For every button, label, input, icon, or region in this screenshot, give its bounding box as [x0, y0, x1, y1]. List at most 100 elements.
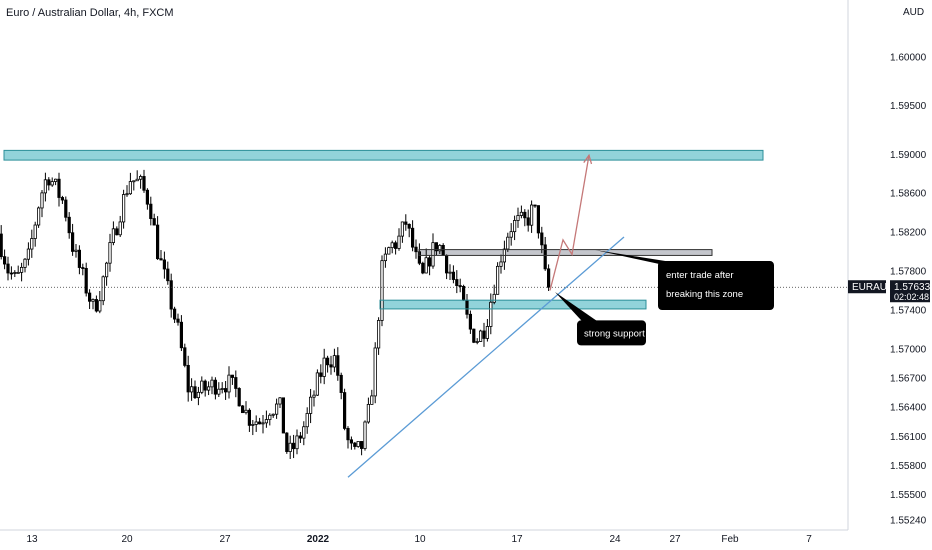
- candle: [247, 408, 251, 432]
- candle: [176, 313, 180, 326]
- candle: [166, 261, 170, 285]
- breakout-zone[interactable]: [419, 249, 712, 256]
- candle: [88, 289, 92, 309]
- price-tick-label: 1.55800: [890, 461, 927, 472]
- candle: [468, 310, 473, 334]
- candle: [0, 225, 3, 260]
- candle: [261, 415, 265, 434]
- candle: [240, 405, 245, 414]
- candle: [421, 261, 425, 275]
- candle: [451, 265, 456, 284]
- price-tick-label: 1.57800: [890, 266, 927, 277]
- candle: [254, 415, 258, 432]
- candle: [91, 298, 95, 310]
- candle: [251, 419, 255, 436]
- candle: [519, 205, 524, 219]
- zone-outlines-layer: [3, 149, 764, 310]
- candle: [506, 232, 510, 252]
- time-tick-label: 27: [219, 534, 231, 545]
- candle: [122, 189, 126, 229]
- candle: [387, 246, 391, 255]
- candle: [125, 185, 129, 197]
- candle: [424, 248, 428, 274]
- candle: [189, 378, 194, 401]
- price-tick-label: 1.58600: [890, 189, 927, 200]
- candle: [336, 347, 340, 381]
- candle: [400, 221, 405, 243]
- candle: [458, 278, 462, 293]
- top-resistance-zone[interactable]: [4, 150, 763, 161]
- candle: [383, 247, 388, 268]
- notes-layer: enter trade after breaking this zone stron…: [555, 250, 774, 346]
- time-tick-label: 17: [511, 534, 523, 545]
- candle: [530, 200, 534, 233]
- projection-path[interactable]: [549, 155, 590, 291]
- candle: [359, 441, 364, 456]
- support-zone[interactable]: [380, 300, 646, 309]
- breakout-zone-outline: [418, 249, 713, 256]
- candle: [455, 270, 459, 294]
- candle: [145, 188, 149, 210]
- candle: [390, 240, 394, 254]
- candle: [54, 178, 58, 186]
- candle: [492, 284, 496, 305]
- candle: [329, 355, 333, 375]
- candle: [162, 251, 166, 279]
- candle: [152, 213, 156, 226]
- price-tick-label: 1.59000: [890, 150, 927, 161]
- candle: [94, 295, 98, 313]
- candle: [155, 216, 160, 260]
- currency-label: AUD: [903, 7, 924, 18]
- candle: [288, 435, 292, 460]
- enter-trade-note[interactable]: enter trade after breaking this zone: [595, 250, 774, 311]
- time-axis[interactable]: 13 20 27 2022 10 17 24 27 Feb 7: [0, 529, 848, 545]
- candle: [74, 244, 78, 258]
- price-axis[interactable]: 1.60000 1.59500 1.59000 1.58600 1.58200 1.578…: [847, 0, 932, 530]
- candle: [71, 223, 75, 256]
- candle: [220, 382, 224, 394]
- candle: [475, 338, 479, 345]
- ascending-trendline[interactable]: [347, 236, 625, 478]
- price-tick-label: 1.56100: [890, 432, 927, 443]
- zones-layer: [4, 150, 763, 309]
- candle: [115, 226, 119, 236]
- candle: [285, 432, 289, 454]
- candle: [105, 261, 109, 286]
- candle: [495, 262, 500, 295]
- candle: [356, 441, 360, 448]
- candle: [370, 389, 374, 405]
- candle: [305, 407, 309, 434]
- candle: [84, 262, 88, 297]
- candle: [339, 372, 343, 400]
- candle: [111, 221, 115, 246]
- price-axis-background: [848, 0, 932, 530]
- candle: [319, 364, 323, 384]
- candle: [308, 388, 313, 424]
- price-tick-label: 1.55240: [890, 516, 927, 527]
- price-tick-label: 1.56700: [890, 373, 927, 384]
- candle: [363, 420, 367, 451]
- candle: [295, 429, 299, 455]
- candle: [291, 434, 296, 459]
- candle: [533, 204, 537, 208]
- candle: [547, 264, 551, 291]
- price-tick-label: 1.56400: [890, 403, 927, 414]
- candle: [516, 207, 520, 228]
- strong-support-note[interactable]: strong support: [555, 292, 646, 346]
- candle: [40, 190, 44, 218]
- candle: [472, 328, 476, 344]
- candle: [264, 410, 269, 428]
- candle: [227, 366, 231, 399]
- candle: [159, 249, 163, 261]
- candle: [373, 342, 377, 404]
- candle: [60, 195, 65, 204]
- candle: [26, 242, 31, 266]
- candle: [169, 273, 173, 318]
- candle: [349, 436, 354, 450]
- candle: [132, 180, 136, 191]
- candle: [536, 205, 541, 239]
- candle: [196, 386, 200, 406]
